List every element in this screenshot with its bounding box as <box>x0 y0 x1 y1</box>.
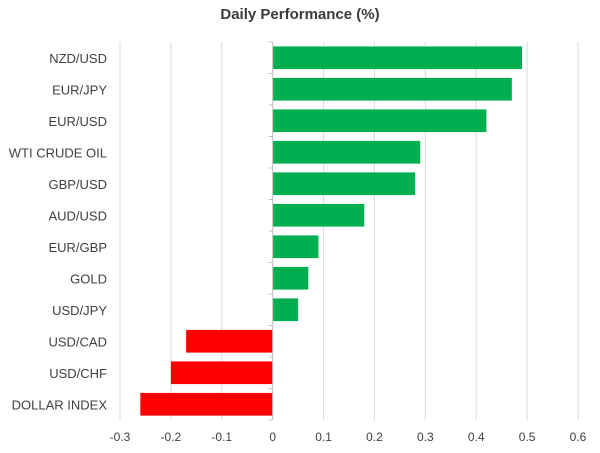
tick-label: -0.2 <box>161 430 182 444</box>
category-label: USD/JPY <box>52 303 107 318</box>
category-label: GBP/USD <box>48 177 107 192</box>
gridlines <box>119 42 579 420</box>
bar <box>186 329 273 353</box>
category-label: WTI CRUDE OIL <box>9 145 107 160</box>
category-labels: NZD/USD EUR/JPY EUR/USD WTI CRUDE OIL GBP/US… <box>9 51 108 413</box>
bar <box>272 140 421 164</box>
bar <box>272 266 309 290</box>
tick-label: 0 <box>269 430 276 444</box>
axis <box>268 41 274 421</box>
tick-label: 0.6 <box>570 430 587 444</box>
tick-label: 0.4 <box>468 430 485 444</box>
category-label: NZD/USD <box>49 51 107 66</box>
tick-labels: -0.3 -0.2 -0.1 0 0.1 0.2 0.3 0.4 0.5 0.6 <box>110 430 587 444</box>
bar <box>272 77 512 101</box>
category-label: EUR/GBP <box>48 240 107 255</box>
bar <box>140 392 273 416</box>
category-label: USD/CAD <box>48 334 107 349</box>
bar <box>170 361 273 385</box>
category-label: GOLD <box>70 271 107 286</box>
bar <box>272 46 523 70</box>
tick-label: 0.2 <box>366 430 383 444</box>
category-label: DOLLAR INDEX <box>12 397 108 412</box>
category-label: EUR/USD <box>48 114 107 129</box>
bar <box>272 298 299 322</box>
bar <box>272 109 487 133</box>
bar <box>272 235 319 259</box>
category-label: AUD/USD <box>48 208 107 223</box>
tick-label: 0.1 <box>315 430 332 444</box>
tick-label: 0.5 <box>519 430 536 444</box>
bars <box>140 46 523 416</box>
bar <box>272 172 416 196</box>
tick-label: -0.3 <box>110 430 131 444</box>
bar <box>272 203 365 227</box>
category-label: EUR/JPY <box>52 82 107 97</box>
tick-label: 0.3 <box>417 430 434 444</box>
category-label: USD/CHF <box>49 366 107 381</box>
tick-label: -0.1 <box>211 430 232 444</box>
chart-title: Daily Performance (%) <box>220 6 380 23</box>
